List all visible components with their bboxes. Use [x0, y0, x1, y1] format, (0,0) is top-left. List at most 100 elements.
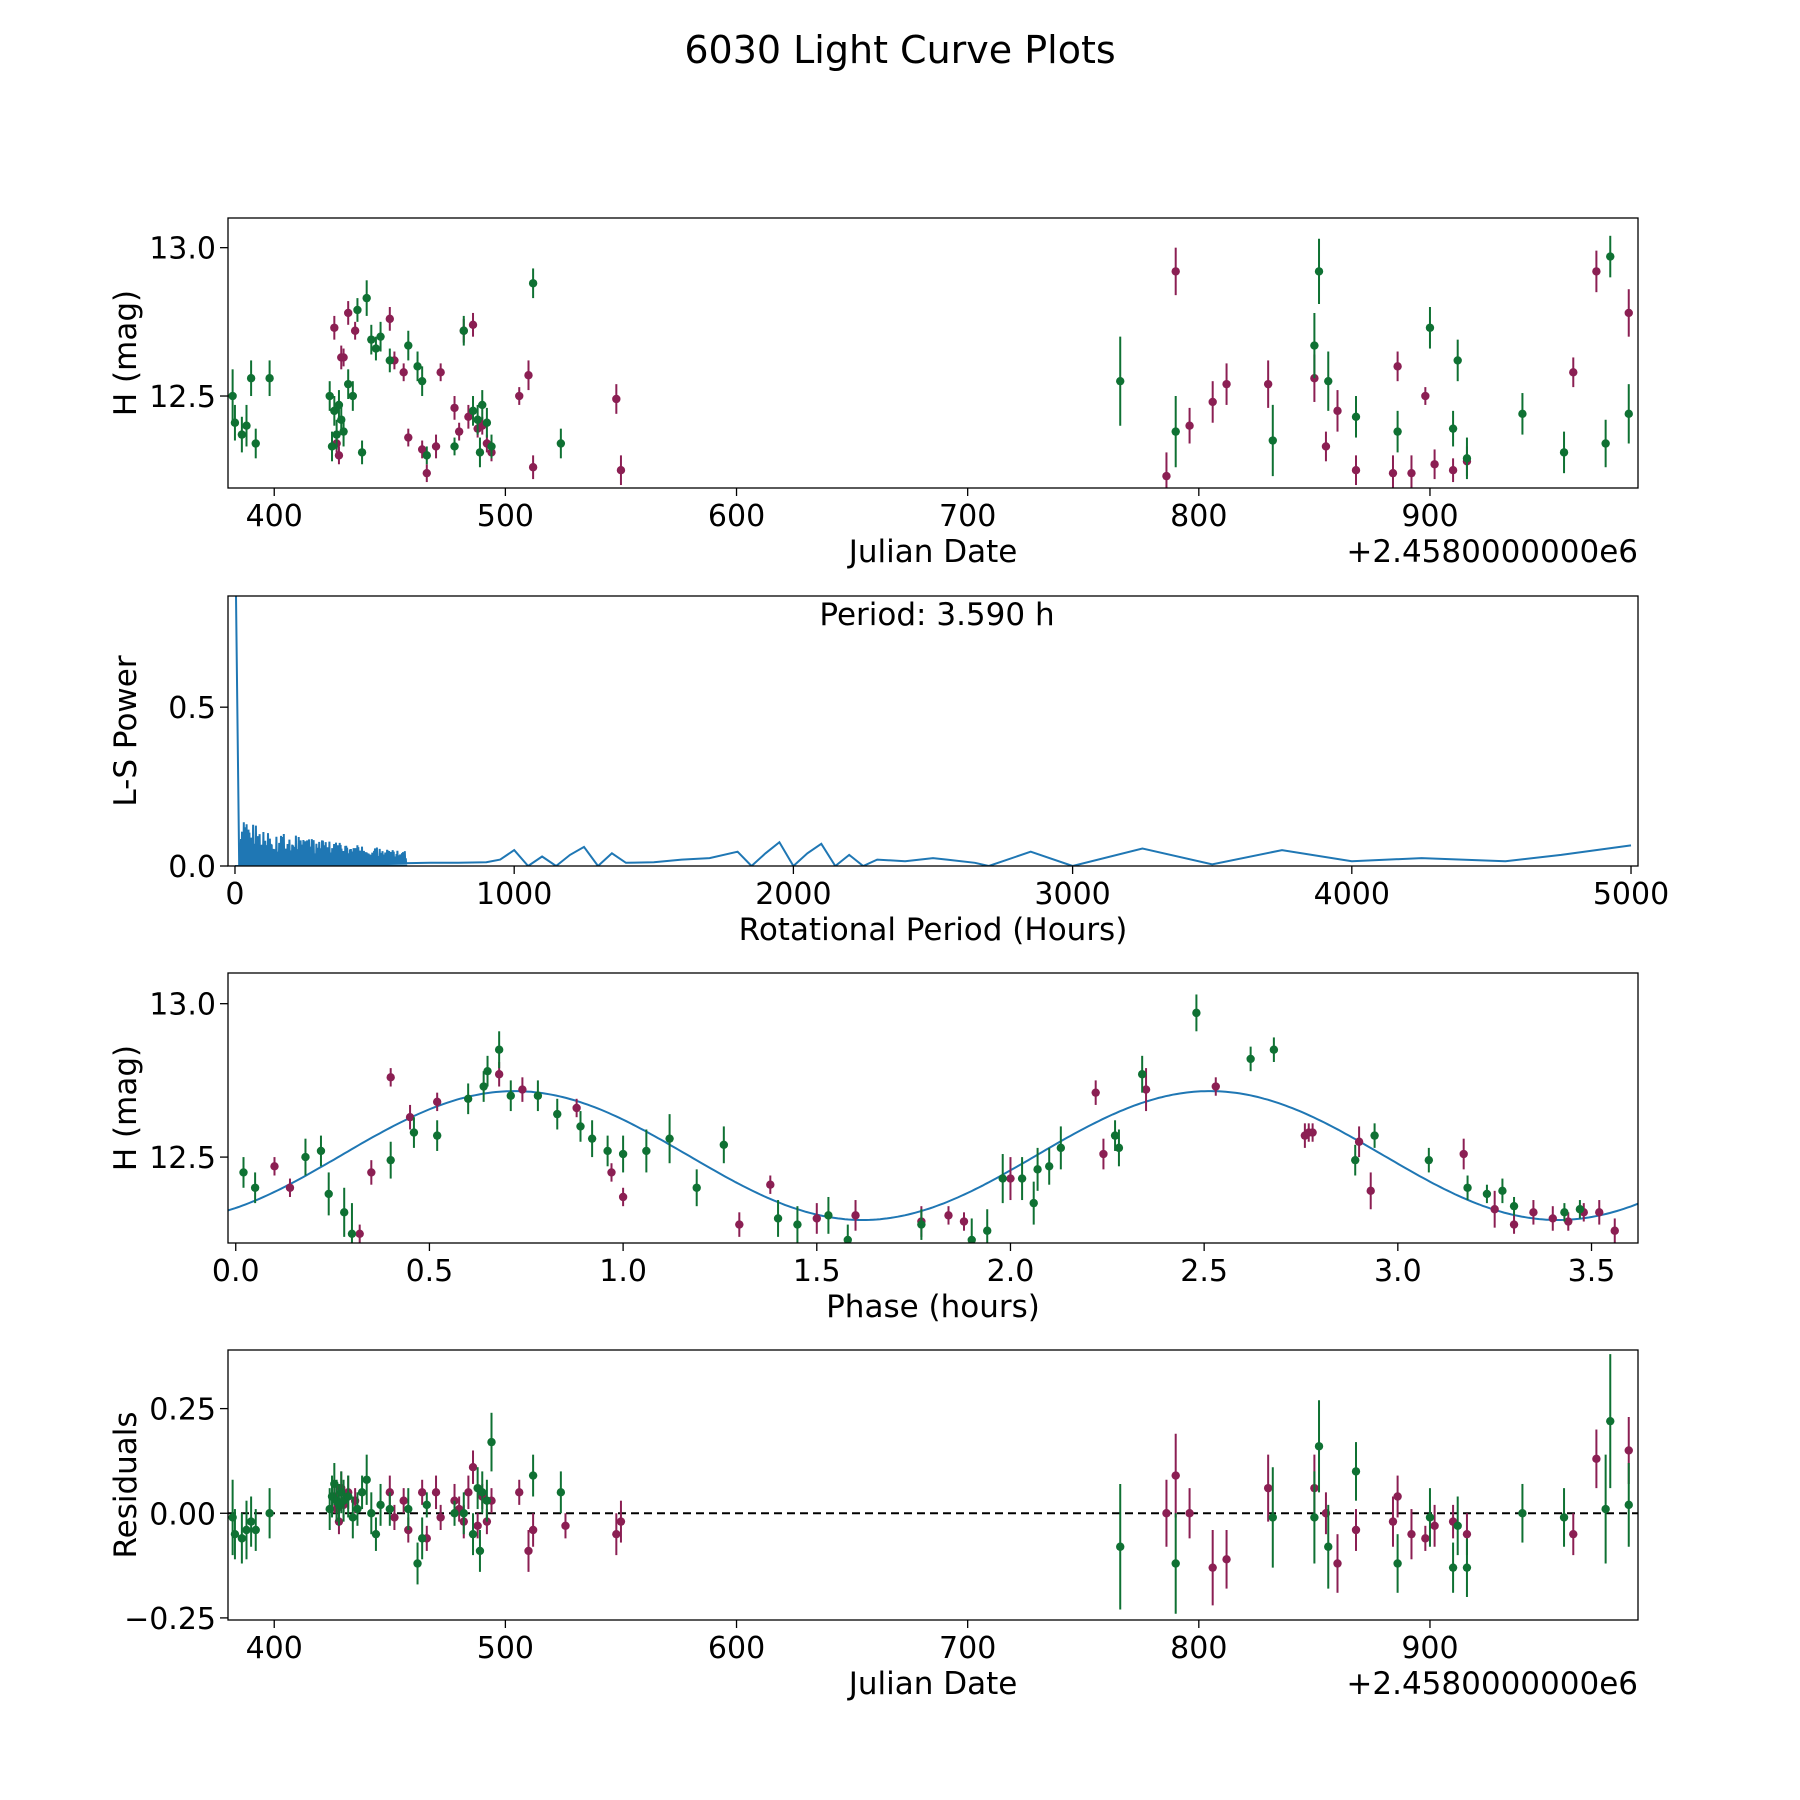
x-axis-label: Julian Date: [847, 534, 1018, 570]
data-point: [450, 442, 459, 451]
data-point: [468, 320, 478, 330]
data-point: [1137, 1070, 1147, 1079]
data-point: [376, 1500, 385, 1510]
data-point: [376, 332, 385, 341]
figure-title: 6030 Light Curve Plots: [684, 28, 1116, 72]
y-tick-label: 0.0: [168, 850, 216, 885]
data-point: [478, 1488, 487, 1497]
data-point: [237, 430, 247, 439]
data-point: [367, 1509, 376, 1518]
data-point: [515, 391, 524, 401]
data-point: [285, 1183, 295, 1192]
data-point: [603, 1146, 612, 1156]
data-point: [1268, 1513, 1277, 1522]
data-point: [301, 1152, 310, 1162]
data-point: [325, 391, 334, 401]
data-point: [1091, 1088, 1100, 1097]
data-point: [528, 463, 538, 472]
data-point: [1448, 424, 1458, 433]
y-tick-label: 12.5: [149, 1141, 216, 1176]
y-tick-label: 13.0: [149, 232, 216, 267]
data-point: [1208, 397, 1217, 407]
data-point: [251, 439, 260, 448]
data-point: [450, 403, 459, 413]
data-point: [1462, 1563, 1472, 1572]
data-point: [851, 1211, 860, 1220]
data-point: [528, 1525, 538, 1535]
data-point: [515, 1488, 524, 1497]
data-point: [735, 1220, 744, 1229]
data-point: [1407, 468, 1416, 478]
x-tick-label: 1000: [476, 877, 552, 912]
period-annotation: Period: 3.590 h: [819, 597, 1054, 633]
data-point: [324, 1189, 333, 1199]
data-point: [1056, 1143, 1066, 1153]
data-point: [1453, 356, 1462, 365]
x-offset-label: +2.4580000000e6: [1346, 1666, 1638, 1702]
data-point: [587, 1134, 597, 1143]
data-point: [944, 1211, 953, 1220]
data-point: [417, 1488, 427, 1497]
data-point: [404, 1504, 413, 1514]
data-point: [1624, 308, 1633, 318]
data-point: [371, 344, 381, 353]
data-point: [468, 1463, 478, 1472]
data-point: [524, 371, 533, 380]
data-point: [576, 1122, 585, 1131]
data-point: [998, 1174, 1007, 1183]
data-point: [1222, 379, 1231, 389]
data-point: [436, 368, 445, 377]
data-point: [1559, 1513, 1569, 1522]
x-tick-label: 600: [708, 1631, 765, 1666]
data-point: [473, 1521, 482, 1531]
x-tick-label: 4000: [1314, 877, 1390, 912]
data-point: [959, 1217, 969, 1226]
data-point: [1388, 468, 1398, 478]
data-point: [528, 1471, 538, 1480]
data-point: [1498, 1186, 1507, 1196]
x-tick-label: 700: [939, 499, 996, 534]
data-point: [343, 1492, 353, 1501]
fit-curve: [228, 1090, 1638, 1221]
data-point: [1518, 409, 1527, 419]
data-point: [793, 1220, 802, 1229]
data-point: [1592, 267, 1601, 276]
data-point: [1509, 1220, 1519, 1229]
data-point: [450, 1509, 459, 1518]
data-point: [348, 1513, 358, 1522]
x-tick-label: 1.0: [599, 1254, 647, 1289]
data-point: [436, 1513, 445, 1522]
data-point: [417, 445, 427, 454]
data-point: [773, 1214, 783, 1223]
data-point: [483, 1066, 492, 1076]
data-point: [1333, 1559, 1342, 1568]
data-point: [616, 465, 626, 475]
data-point: [348, 391, 358, 401]
data-point: [475, 1546, 485, 1556]
x-tick-label: 0: [225, 877, 244, 912]
data-point: [251, 1525, 260, 1535]
data-point: [1246, 1054, 1255, 1064]
data-point: [1006, 1174, 1015, 1183]
data-point: [1421, 1534, 1430, 1543]
data-point: [330, 406, 339, 416]
y-tick-label: −0.25: [124, 1602, 216, 1637]
data-point: [692, 1183, 701, 1192]
data-point: [1314, 267, 1324, 276]
data-point: [1351, 1525, 1361, 1535]
data-point: [1462, 1529, 1472, 1539]
x-tick-label: 400: [246, 499, 303, 534]
data-point: [506, 1091, 515, 1100]
data-point: [422, 451, 431, 460]
data-point: [1333, 406, 1342, 416]
data-point: [431, 1488, 441, 1497]
data-point: [1606, 252, 1615, 261]
data-point: [1185, 1509, 1194, 1518]
data-point: [332, 430, 341, 439]
data-point: [367, 335, 376, 344]
y-axis-label: L-S Power: [108, 655, 144, 806]
y-tick-label: 13.0: [149, 988, 216, 1023]
x-offset-label: +2.4580000000e6: [1346, 534, 1638, 570]
data-point: [1559, 448, 1569, 457]
data-point: [1268, 436, 1277, 445]
